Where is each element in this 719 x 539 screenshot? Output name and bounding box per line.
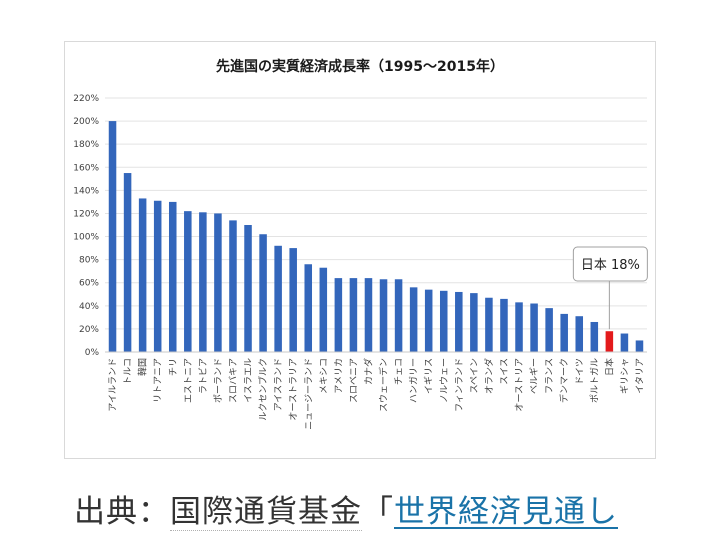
- x-tick-label: カナダ: [362, 358, 374, 385]
- x-tick-label: 日本: [603, 358, 615, 376]
- y-tick-label: 100%: [73, 233, 99, 243]
- bar: [138, 198, 147, 352]
- x-tick-label: 韓国: [138, 358, 149, 376]
- bar: [455, 291, 463, 352]
- y-tick-label: 120%: [73, 209, 99, 219]
- bar: [560, 313, 568, 352]
- x-tick-label: アイルランド: [108, 358, 119, 412]
- bar: [168, 201, 177, 352]
- bar: [123, 173, 132, 352]
- y-tick-label: 60%: [79, 279, 99, 289]
- x-tick-label: ノルウェー: [439, 358, 450, 403]
- x-tick-label: フィンランド: [454, 358, 465, 412]
- x-tick-label: アイスランド: [273, 358, 284, 411]
- caption-source: 国際通貨基金: [170, 494, 362, 531]
- x-tick-label: ポーランド: [213, 358, 224, 403]
- x-tick-label: ポルトガル: [589, 358, 600, 403]
- bar: [244, 225, 252, 352]
- bar: [515, 302, 523, 352]
- chart-title: 先進国の実質経済成長率（1995～2015年）: [216, 58, 504, 75]
- x-tick-label: スロベニア: [349, 358, 359, 403]
- y-tick-label: 220%: [73, 94, 99, 104]
- x-tick-label: トルコ: [124, 358, 134, 385]
- x-tick-label: アメリカ: [333, 358, 344, 394]
- gridlines: [105, 97, 647, 353]
- callout-box: [572, 246, 648, 282]
- bar: [334, 278, 343, 352]
- bar: [289, 248, 297, 352]
- bar: [349, 278, 358, 352]
- bar: [379, 279, 388, 352]
- bar: [153, 200, 162, 352]
- bar: [304, 264, 313, 352]
- caption-prefix: 出典：: [74, 494, 170, 530]
- bar: [214, 213, 222, 352]
- bar: [500, 298, 508, 352]
- callout-label: 日本 18%: [581, 258, 640, 273]
- bar: [575, 316, 584, 352]
- bar: [319, 267, 328, 352]
- x-tick-label: リトアニア: [154, 358, 164, 403]
- y-tick-label: 140%: [73, 186, 99, 196]
- x-tick-label: ニュージーランド: [303, 358, 314, 430]
- x-tick-label: オーストラリア: [288, 358, 299, 421]
- x-tick-label: イギリス: [424, 358, 435, 394]
- x-tick-label: オランダ: [483, 358, 495, 394]
- bar: [364, 278, 373, 352]
- bar: [620, 333, 629, 352]
- x-tick-label: スイス: [500, 358, 510, 385]
- bar: [229, 220, 237, 352]
- y-axis: 0% 20% 40% 60% 80% 100% 120% 140% 160% 180% 200% 22…: [73, 94, 99, 358]
- highlight-callout: 日本 18%: [572, 246, 648, 330]
- y-tick-label: 0%: [85, 348, 100, 358]
- x-tick-label: メキシコ: [319, 358, 329, 394]
- x-tick-label: イスラエル: [243, 358, 254, 403]
- x-tick-label: オーストリア: [514, 358, 525, 412]
- x-tick-label: スペイン: [470, 358, 480, 393]
- x-tick-label: ラトビア: [198, 358, 209, 394]
- bar: [409, 287, 418, 352]
- y-tick-label: 20%: [79, 325, 99, 335]
- x-tick-label: イタリア: [634, 358, 645, 394]
- source-caption: 出典：国際通貨基金「世界経済見通し: [74, 486, 618, 531]
- caption-bracket: 「: [362, 494, 394, 530]
- x-tick-label: チェコ: [394, 358, 405, 385]
- bar-chart: 先進国の実質経済成長率（1995～2015年） 0% 20% 40% 60% 80% 10…: [73, 58, 648, 430]
- y-tick-label: 180%: [73, 140, 99, 150]
- bar: [485, 297, 493, 352]
- bar: [394, 279, 403, 352]
- x-tick-label: エストニア: [184, 358, 194, 403]
- bar-highlight: [605, 331, 614, 352]
- bar: [184, 211, 192, 352]
- bar: [259, 234, 267, 352]
- x-tick-label: ドイツ: [575, 358, 585, 385]
- bar: [530, 303, 538, 352]
- x-tick-label: ベルギー: [529, 358, 540, 394]
- y-tick-label: 200%: [73, 117, 99, 127]
- chart-frame: 先進国の実質経済成長率（1995～2015年） 0% 20% 40% 60% 80% 10…: [64, 41, 656, 459]
- caption-link[interactable]: 世界経済見通し: [394, 494, 618, 530]
- bar: [470, 293, 478, 352]
- x-tick-label: スウェーデン: [378, 358, 390, 412]
- x-tick-label: ハンガリー: [409, 358, 420, 403]
- y-tick-label: 160%: [73, 163, 99, 173]
- bar: [590, 321, 599, 352]
- bar: [108, 121, 117, 352]
- x-tick-label: スロバキア: [228, 358, 239, 403]
- x-tick-label: フランス: [544, 358, 555, 394]
- y-tick-label: 40%: [79, 302, 99, 312]
- x-tick-label: チリ: [168, 358, 179, 376]
- x-tick-label: デンマーク: [558, 358, 570, 403]
- bar: [439, 290, 448, 352]
- bar: [199, 212, 207, 352]
- x-axis: アイルランド トルコ 韓国 リトアニア チリ エストニア ラトビア ポーランド スロバキア イスラ…: [105, 351, 647, 430]
- bar: [635, 340, 644, 352]
- bar: [274, 245, 282, 352]
- bars: [108, 121, 644, 352]
- x-tick-label: ギリシャ: [619, 358, 630, 394]
- bar: [424, 289, 433, 352]
- x-tick-label: ルクセンブルク: [257, 358, 269, 421]
- bar: [545, 308, 553, 352]
- y-tick-label: 80%: [79, 256, 99, 266]
